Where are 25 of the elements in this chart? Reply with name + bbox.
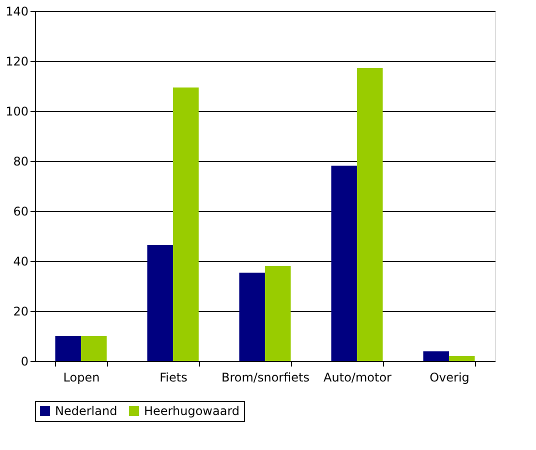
- bar: [239, 272, 265, 361]
- bar: [55, 336, 81, 361]
- legend-label: Heerhugowaard: [144, 404, 240, 418]
- y-tick-label: 120: [6, 54, 28, 68]
- x-tick-label: Brom/snorfiets: [221, 370, 310, 384]
- y-tick-label: 60: [13, 204, 28, 218]
- y-tick-label: 80: [13, 154, 28, 168]
- bar: [147, 245, 173, 361]
- x-tick-label: Fiets: [160, 370, 188, 384]
- legend-label: Nederland: [55, 404, 118, 418]
- y-tick-label: 100: [6, 104, 28, 118]
- x-tick-label: Overig: [430, 370, 470, 384]
- y-tick-label: 0: [20, 354, 28, 368]
- bar: [357, 68, 383, 361]
- x-tick-label: Auto/motor: [324, 370, 392, 384]
- bar: [331, 166, 357, 361]
- y-tick-label: 140: [6, 4, 28, 18]
- bar: [423, 351, 449, 361]
- bar: [173, 88, 199, 361]
- x-tick-label: Lopen: [63, 370, 100, 384]
- bar: [81, 336, 107, 361]
- y-tick-label: 20: [13, 304, 28, 318]
- bar: [265, 266, 291, 361]
- bar: [449, 356, 475, 361]
- y-tick-label: 40: [13, 254, 28, 268]
